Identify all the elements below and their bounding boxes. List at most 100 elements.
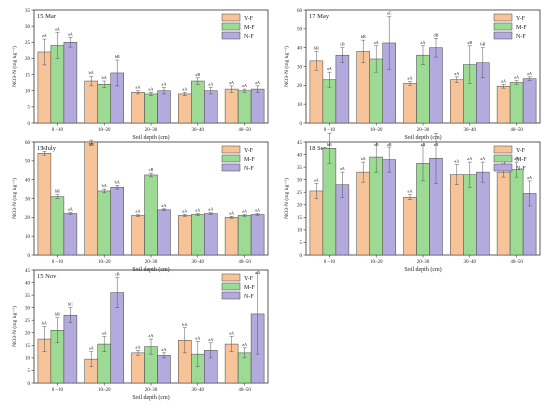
y-tick-label: 0 bbox=[28, 382, 31, 387]
chart-panel-4: 0 5 10 15 20 25 30 35 40 45 NO3-N (mg kg⁻¹) Soil de… bbox=[283, 132, 541, 273]
panel-label: 15 July bbox=[37, 145, 57, 152]
significance-label: aA bbox=[149, 333, 154, 338]
y-tick-label: 35 bbox=[297, 166, 303, 171]
bar-m-f bbox=[509, 82, 524, 124]
x-tick-label: 0 –10 bbox=[52, 260, 64, 265]
bar-m-f bbox=[237, 90, 252, 124]
bar-y-f bbox=[178, 93, 192, 124]
bar-n-f bbox=[250, 214, 265, 256]
y-tick-label: 10 bbox=[25, 90, 31, 95]
y-tick-label: 10 bbox=[25, 235, 31, 240]
legend-label: Y-F bbox=[244, 148, 254, 154]
significance-label: aA bbox=[255, 80, 260, 85]
x-axis-label: Soil depth (cm) bbox=[132, 394, 169, 401]
legend-swatch-m-f bbox=[221, 282, 241, 291]
y-axis-label: NO3-N (mg kg⁻¹) bbox=[11, 46, 18, 87]
significance-label: aA bbox=[340, 166, 345, 171]
x-tick-label: 10–20 bbox=[370, 128, 383, 133]
x-tick-label: 10–20 bbox=[370, 260, 383, 265]
x-tick-label: 20–30 bbox=[417, 128, 430, 133]
legend-swatch-m-f bbox=[221, 154, 241, 163]
x-tick-label: 20–30 bbox=[145, 388, 158, 393]
significance-label: aA bbox=[314, 177, 319, 182]
x-tick-label: 0 –10 bbox=[324, 260, 336, 265]
significance-label: bB bbox=[327, 142, 332, 147]
bar-n-f bbox=[204, 90, 218, 124]
significance-label: aA bbox=[454, 159, 459, 164]
bar-m-f bbox=[50, 196, 65, 256]
chart-panel-1: 0 5 10 15 20 25 30 35 NO3-N (mg kg⁻¹) Soil depth … bbox=[11, 9, 269, 141]
significance-label: aA bbox=[527, 71, 532, 76]
significance-label: bB bbox=[55, 312, 60, 317]
x-tick-label: 10–20 bbox=[98, 388, 111, 393]
significance-label: aA bbox=[467, 156, 472, 161]
bar-y-f bbox=[356, 171, 370, 256]
significance-label: aA bbox=[514, 75, 519, 80]
y-tick-label: 25 bbox=[25, 41, 31, 46]
y-tick-label: 45 bbox=[25, 269, 31, 274]
legend-label: Y-F bbox=[244, 16, 254, 22]
x-tick-label: 0 –10 bbox=[52, 128, 64, 133]
bar-m-f bbox=[416, 54, 430, 124]
significance-label: aA bbox=[208, 81, 213, 86]
y-tick-label: 0 bbox=[28, 254, 31, 259]
x-axis-label: Soil depth (cm) bbox=[404, 134, 441, 141]
y-tick-label: 20 bbox=[297, 204, 303, 209]
bar-y-f bbox=[224, 217, 239, 256]
x-tick-label: 30–40 bbox=[192, 260, 205, 265]
significance-label: aA bbox=[68, 31, 73, 36]
significance-label: aA bbox=[501, 78, 506, 83]
y-axis-label: NO3-N (mg kg⁻¹) bbox=[283, 46, 290, 87]
significance-label: aA bbox=[136, 85, 141, 90]
legend: Y-F M-F N-F bbox=[221, 13, 255, 40]
significance-label: bB bbox=[55, 189, 60, 194]
legend-swatch-n-f bbox=[221, 163, 241, 172]
bar-n-f bbox=[204, 213, 218, 256]
significance-label: aA bbox=[255, 208, 260, 213]
y-tick-label: 60 bbox=[25, 141, 31, 146]
y-tick-label: 45 bbox=[297, 141, 303, 146]
legend-swatch-y-f bbox=[493, 13, 513, 22]
legend-label: N-F bbox=[244, 34, 254, 40]
significance-label: bB bbox=[361, 34, 366, 39]
y-tick-label: 50 bbox=[25, 160, 31, 165]
bar-y-f bbox=[131, 92, 145, 124]
significance-label: aA bbox=[136, 344, 141, 349]
y-tick-label: 25 bbox=[297, 191, 303, 196]
bar-y-f bbox=[178, 215, 192, 256]
bar-y-f bbox=[224, 88, 239, 124]
x-tick-label: 30–40 bbox=[464, 128, 477, 133]
x-tick-label: 20–30 bbox=[145, 128, 158, 133]
panel-label: 17 May bbox=[309, 13, 330, 20]
bar-n-f bbox=[157, 355, 171, 384]
bar-m-f bbox=[97, 190, 111, 256]
significance-label: dB bbox=[434, 32, 439, 37]
significance-label: aA bbox=[242, 342, 247, 347]
significance-label: cB bbox=[149, 167, 154, 172]
bar-m-f bbox=[144, 93, 158, 124]
significance-label: aA bbox=[182, 86, 187, 91]
panel-label: 18 Sep bbox=[309, 145, 327, 152]
significance-label: aA bbox=[68, 207, 73, 212]
y-tick-label: 5 bbox=[28, 369, 31, 374]
significance-label: aA bbox=[527, 175, 532, 180]
x-tick-label: 20–30 bbox=[417, 260, 430, 265]
x-tick-label: 30–40 bbox=[192, 388, 205, 393]
legend-label: Y-F bbox=[516, 148, 526, 154]
significance-label: bA bbox=[102, 183, 107, 188]
legend-swatch-y-f bbox=[221, 13, 241, 22]
bar-n-f bbox=[335, 54, 350, 124]
bar-m-f bbox=[97, 84, 111, 124]
significance-label: bB bbox=[115, 54, 120, 59]
legend-label: M-F bbox=[244, 25, 255, 31]
panel-label: 15 Mar bbox=[37, 13, 57, 20]
bar-m-f bbox=[509, 169, 524, 256]
x-tick-label: 10–20 bbox=[98, 260, 111, 265]
significance-label: aA bbox=[408, 76, 413, 81]
significance-label: aA bbox=[242, 83, 247, 88]
legend-swatch-n-f bbox=[493, 31, 513, 40]
bar-y-f bbox=[37, 153, 52, 256]
bar-m-f bbox=[191, 80, 205, 124]
y-tick-label: 25 bbox=[25, 319, 31, 324]
